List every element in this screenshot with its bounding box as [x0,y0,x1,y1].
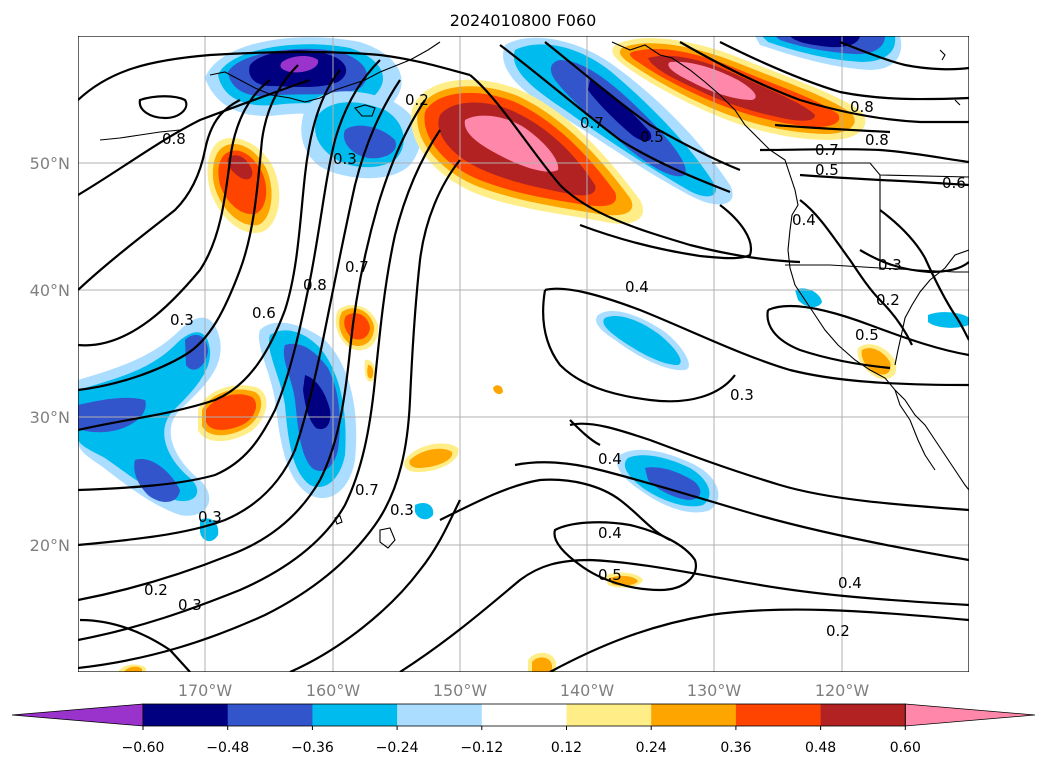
contour-label: 0.7 [345,258,369,276]
colorbar-tick-label: −0.36 [291,740,334,756]
contour-label: 0.7 [815,141,839,159]
contour-label: 0.6 [252,304,276,322]
colorbar-segment [143,704,229,726]
contour-label: 0.5 [815,161,839,179]
colorbar-segment [312,704,398,726]
lon-label: 160°W [306,681,361,700]
contour-label: 0.3 [198,508,222,526]
contour-label: 0.2 [876,291,900,309]
colorbar-segment [566,704,652,726]
contour-label: 0.7 [355,481,379,499]
lon-label: 170°W [178,681,233,700]
colorbar-tick-label: −0.24 [376,740,419,756]
contour-label: 0.3 [333,150,357,168]
colorbar: −0.60 −0.48 −0.36 −0.24 −0.12 0.12 0.24 0.36 0.4… [11,703,1036,756]
contour-label: 0.5 [598,566,622,584]
lon-label: 150°W [433,681,488,700]
contour-label: 0.4 [598,450,622,468]
lon-label: 120°W [815,681,870,700]
contour-lines [78,40,969,672]
lat-label: 30°N [30,408,70,427]
contour-labels: 0.8 0.2 0.3 0.7 0.5 0.8 0.7 0.8 0.5 0.6 … [144,91,966,640]
colorbar-tick-label: 0.24 [636,740,667,756]
contour-label: 0.6 [942,174,966,192]
contour-label: 0.3 [878,256,902,274]
contour-label: 0.2 [144,581,168,599]
contour-label: 0.8 [303,276,327,294]
graticule [78,36,969,672]
colorbar-tick-label: −0.12 [460,740,503,756]
colorbar-segment [227,704,313,726]
contour-label: 0.4 [792,211,816,229]
lat-label: 40°N [30,281,70,300]
contour-label: 0.5 [640,128,664,146]
colorbar-tick-label: 0.60 [890,740,921,756]
longitude-labels: 170°W 160°W 150°W 140°W 130°W 120°W [178,681,870,700]
colorbar-extend-max [904,703,1036,727]
colorbar-tick-label: 0.12 [551,740,582,756]
contour-label: 0.8 [162,130,186,148]
contour-label: 0.4 [625,278,649,296]
colorbar-extend-min [11,703,144,727]
lon-label: 130°W [687,681,742,700]
contour-label: 0.4 [838,574,862,592]
colorbar-segment [735,704,822,726]
map-title: 2024010800 F060 [450,11,597,30]
contour-label: 0.5 [855,326,879,344]
coastlines [99,41,969,549]
lon-label: 140°W [560,681,615,700]
colorbar-tick-label: 0.48 [805,740,836,756]
contour-label: 0.2 [405,91,429,109]
contour-label: 0.3 [730,386,754,404]
contour-label: 0.3 [390,501,414,519]
lat-label: 20°N [30,536,70,555]
colorbar-tick-label: −0.48 [206,740,249,756]
contour-label: 0.8 [850,98,874,116]
contour-label: 0.3 [170,311,194,329]
contour-label: 0.7 [580,114,604,132]
contour-label: 0.8 [865,131,889,149]
latitude-labels: 50°N 40°N 30°N 20°N [30,154,70,555]
colorbar-segment [651,704,737,726]
colorbar-tick-label: −0.60 [122,740,165,756]
contour-label: 0.2 [826,622,850,640]
colorbar-segment [481,704,567,726]
map-panel: 0.8 0.2 0.3 0.7 0.5 0.8 0.7 0.8 0.5 0.6 … [78,36,969,672]
colorbar-outline [142,703,906,727]
contour-label: 0.3 [178,596,202,614]
colorbar-tick-label: 0.36 [720,740,751,756]
colorbar-segment [397,704,483,726]
contour-label: 0.4 [598,524,622,542]
colorbar-segment [820,704,906,726]
lat-label: 50°N [30,154,70,173]
